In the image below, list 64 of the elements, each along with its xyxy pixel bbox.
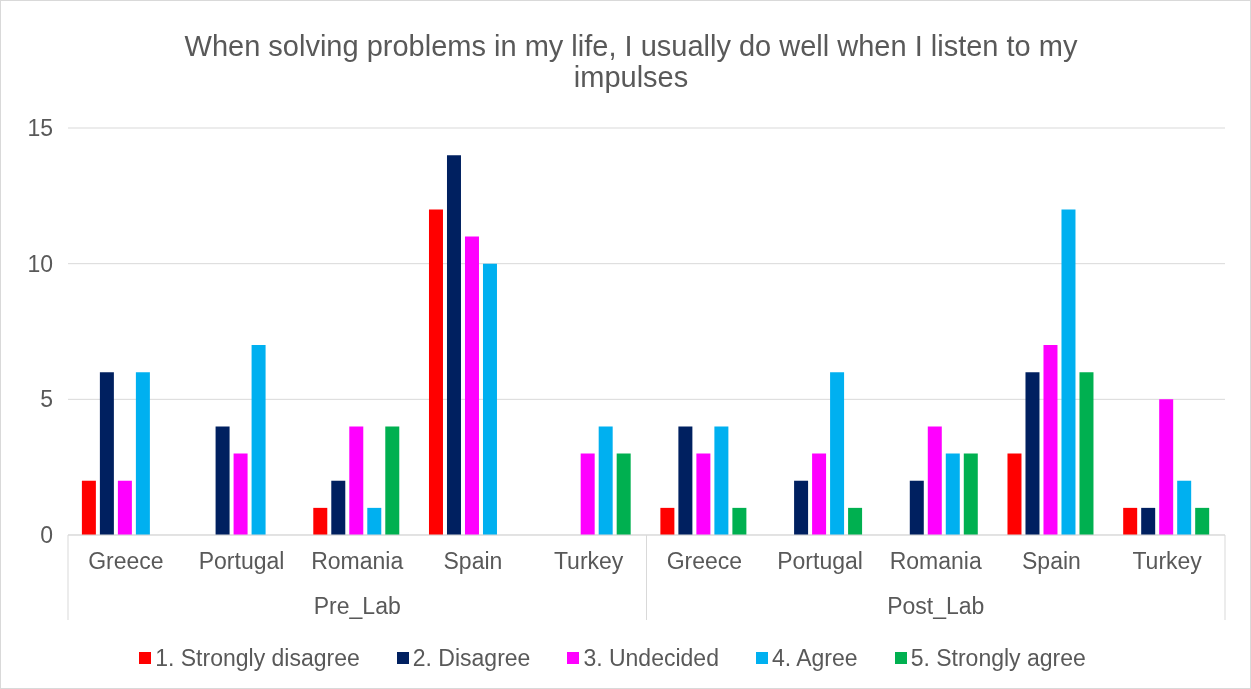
y-tick-label: 10 — [27, 250, 53, 277]
x-tick-label: Greece — [666, 548, 743, 575]
y-tick-label: 15 — [27, 115, 53, 142]
x-tick-label: Turkey — [553, 548, 624, 575]
text: Pre_Lab — [313, 593, 401, 619]
bar — [81, 480, 96, 535]
y-tick-label: 5 — [40, 386, 53, 413]
x-tick-label: Spain — [1022, 548, 1081, 575]
legend-label: 1. Strongly disagree — [155, 644, 360, 672]
bar — [135, 372, 150, 535]
x-tick-label: Turkey — [1132, 548, 1203, 575]
bar — [367, 507, 382, 535]
bar — [331, 480, 346, 535]
chart-title: When solving problems in my life, I usually do well when I listen to my impulses — [183, 30, 1079, 93]
x-tick-label: Romania — [889, 548, 982, 575]
bar — [99, 372, 114, 535]
legend-label: 2. Disagree — [412, 644, 531, 672]
bar — [616, 453, 631, 535]
x-tick-label: Greece — [88, 548, 164, 575]
bar — [482, 263, 497, 535]
bar — [1159, 399, 1174, 535]
bar — [117, 480, 132, 535]
bar — [1061, 209, 1076, 535]
bar — [927, 426, 942, 535]
bar — [1141, 507, 1156, 535]
bar — [428, 209, 443, 535]
bar — [233, 453, 248, 535]
bar — [1043, 345, 1058, 535]
bar — [1177, 480, 1192, 535]
bar — [464, 236, 479, 535]
bar — [812, 453, 827, 535]
legend-label: 5. Strongly agree — [910, 644, 1086, 672]
text: Post_Lab — [887, 593, 985, 619]
bar — [848, 507, 863, 535]
bar — [909, 480, 924, 535]
bar — [349, 426, 364, 535]
legend-label: 3. Undecided — [583, 644, 719, 672]
x-tick-label: Spain — [443, 548, 503, 575]
bar — [732, 507, 747, 535]
bar — [313, 507, 328, 535]
bar — [385, 426, 400, 535]
bar — [580, 453, 595, 535]
bar — [598, 426, 613, 535]
bar — [446, 155, 461, 535]
bar — [830, 372, 845, 535]
bar — [678, 426, 693, 535]
bar — [963, 453, 978, 535]
bar — [1079, 372, 1094, 535]
x-tick-label: Portugal — [777, 548, 863, 575]
bar — [1007, 453, 1022, 535]
legend-label: 4. Agree — [771, 644, 858, 672]
bar — [1123, 507, 1138, 535]
bar — [251, 345, 266, 535]
bar — [660, 507, 675, 535]
bar — [794, 480, 809, 535]
bar — [1025, 372, 1040, 535]
bar — [1195, 507, 1210, 535]
bar — [945, 453, 960, 535]
bar — [714, 426, 729, 535]
x-tick-label: Portugal — [198, 548, 285, 575]
x-tick-label: Romania — [311, 548, 404, 575]
y-tick-label: 0 — [40, 522, 53, 549]
bar — [215, 426, 230, 535]
bar — [696, 453, 711, 535]
